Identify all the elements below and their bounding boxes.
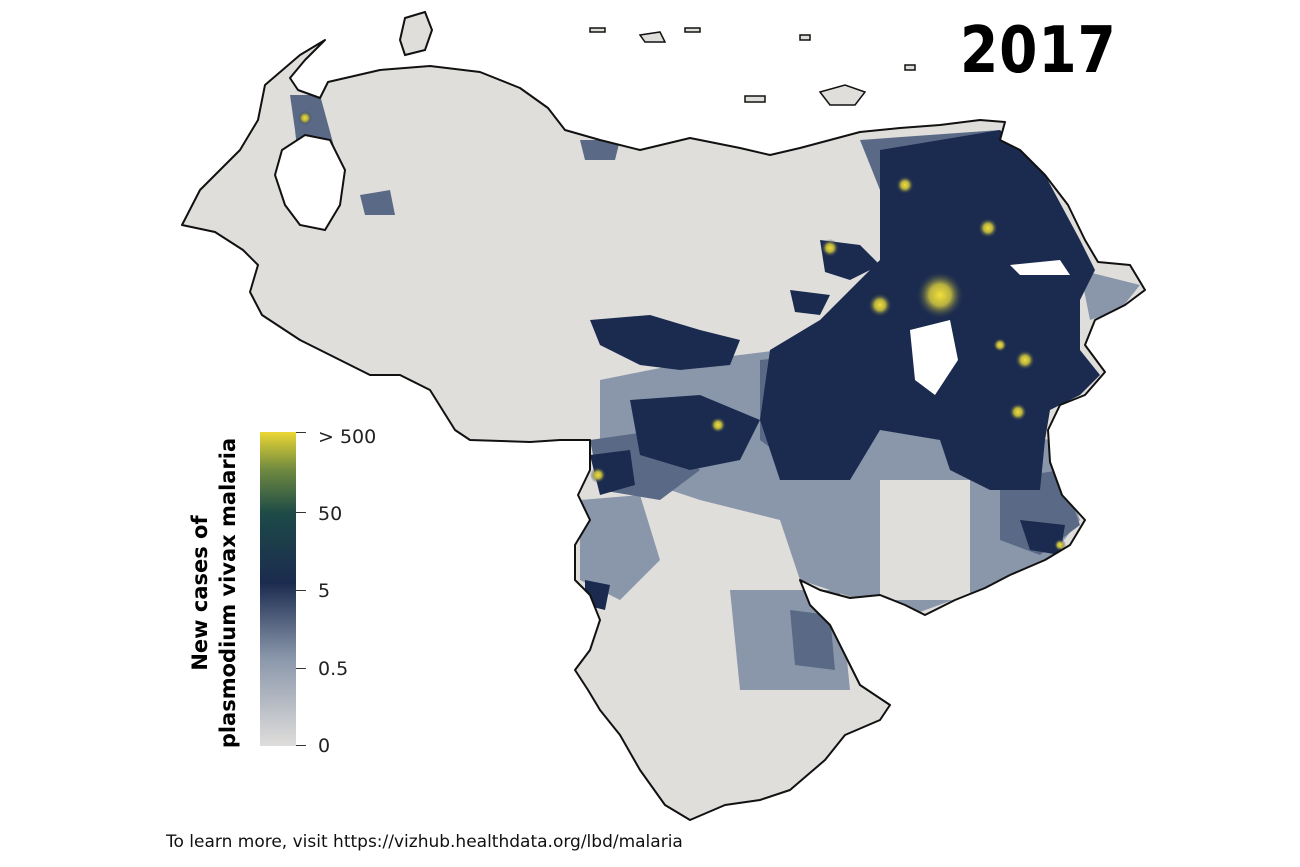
year-label: 2017 — [960, 14, 1117, 88]
legend-title: New cases of plasmodium vivax malaria — [170, 438, 258, 748]
legend-colorbar — [260, 432, 296, 746]
legend-tick-label: 0.5 — [318, 658, 349, 680]
legend-tick-mark — [296, 432, 306, 433]
legend-tick-mark — [296, 745, 306, 746]
legend-title-line1: New cases of — [188, 515, 212, 671]
legend-tick-mark — [296, 590, 306, 591]
legend-tick-mark — [296, 668, 306, 669]
legend-tick-label: 0 — [318, 735, 331, 757]
paraguana-peninsula — [398, 10, 434, 57]
islands — [589, 27, 916, 106]
legend-tick-label: 5 — [318, 580, 331, 602]
country-outline — [181, 39, 1146, 821]
legend-tick-label: 50 — [318, 503, 343, 525]
legend-tick-label: > 500 — [318, 426, 377, 448]
lake-maracaibo — [273, 133, 347, 232]
legend-title-line2: plasmodium vivax malaria — [216, 437, 240, 749]
legend-tick-mark — [296, 512, 306, 513]
footer-note: To learn more, visit https://vizhub.heal… — [166, 832, 683, 852]
malaria-incidence-layer — [290, 95, 1140, 690]
